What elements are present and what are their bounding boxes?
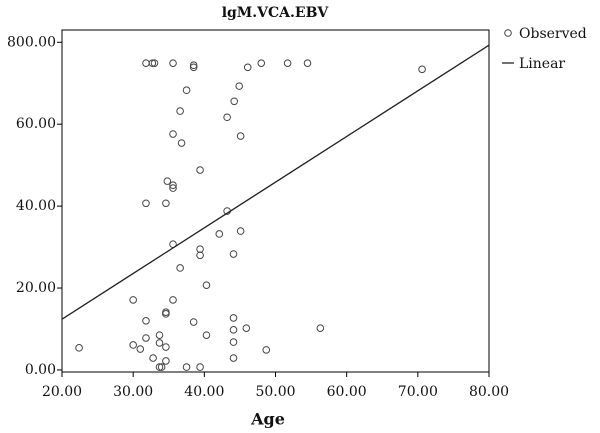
y-tick-label: 20.00 xyxy=(16,280,56,296)
point xyxy=(215,230,224,238)
fit-line xyxy=(61,44,490,320)
point xyxy=(189,63,198,72)
point xyxy=(257,59,266,67)
point xyxy=(196,245,204,253)
point xyxy=(223,113,231,122)
point xyxy=(262,346,271,354)
chart-title: lgM.VCA.EBV xyxy=(222,5,330,21)
point xyxy=(162,343,170,351)
point xyxy=(136,345,145,353)
point xyxy=(229,354,238,362)
x-tick-label: 80.00 xyxy=(469,384,509,400)
y-tick-label: 60.00 xyxy=(16,116,56,132)
point xyxy=(177,139,186,147)
point xyxy=(196,363,204,371)
point xyxy=(176,107,184,115)
point xyxy=(169,130,177,138)
point xyxy=(169,59,177,67)
point xyxy=(303,59,312,67)
point xyxy=(182,363,191,371)
point xyxy=(142,199,150,208)
x-tick-label: 60.00 xyxy=(327,384,367,400)
point xyxy=(229,250,238,258)
point xyxy=(202,281,211,289)
x-tick-label: 20.00 xyxy=(42,384,82,400)
y-tick-label: 0.00 xyxy=(25,362,56,378)
point xyxy=(196,251,204,260)
x-tick-label: 50.00 xyxy=(255,384,295,400)
point xyxy=(162,310,170,318)
point xyxy=(242,324,251,332)
point xyxy=(182,86,191,95)
point xyxy=(316,324,325,332)
point xyxy=(236,132,245,140)
point xyxy=(162,357,170,365)
point xyxy=(236,227,245,235)
legend-label: Observed xyxy=(519,26,587,42)
point xyxy=(196,166,204,174)
plot-frame xyxy=(61,29,490,373)
point xyxy=(169,296,177,304)
point xyxy=(283,59,292,67)
point xyxy=(189,61,198,70)
point xyxy=(418,65,426,74)
legend-swatch xyxy=(504,29,512,37)
point xyxy=(148,59,157,67)
point xyxy=(129,341,137,349)
x-tick-label: 40.00 xyxy=(184,384,224,400)
x-tick-label: 70.00 xyxy=(398,384,438,400)
y-tick-label: 40.00 xyxy=(16,198,56,214)
point xyxy=(229,314,238,322)
point xyxy=(163,177,172,185)
point xyxy=(155,331,164,339)
point xyxy=(189,318,198,326)
point xyxy=(229,326,238,334)
legend-label: Linear xyxy=(519,56,565,72)
point xyxy=(229,338,238,346)
point xyxy=(235,82,244,90)
point xyxy=(230,97,239,106)
point xyxy=(176,264,184,272)
point xyxy=(169,181,177,190)
y-tick-label: 800.00 xyxy=(7,34,56,50)
point xyxy=(142,59,150,67)
point xyxy=(202,331,211,339)
point xyxy=(150,59,159,67)
point xyxy=(157,363,166,371)
point xyxy=(142,317,150,325)
x-tick-label: 30.00 xyxy=(113,384,153,400)
point xyxy=(155,363,164,371)
point xyxy=(75,344,83,352)
x-axis-label: Age xyxy=(250,410,285,429)
point xyxy=(149,354,157,362)
point xyxy=(142,334,150,342)
point xyxy=(155,339,164,347)
point xyxy=(243,63,252,72)
point xyxy=(162,199,170,208)
point xyxy=(169,184,177,192)
point xyxy=(129,296,137,304)
